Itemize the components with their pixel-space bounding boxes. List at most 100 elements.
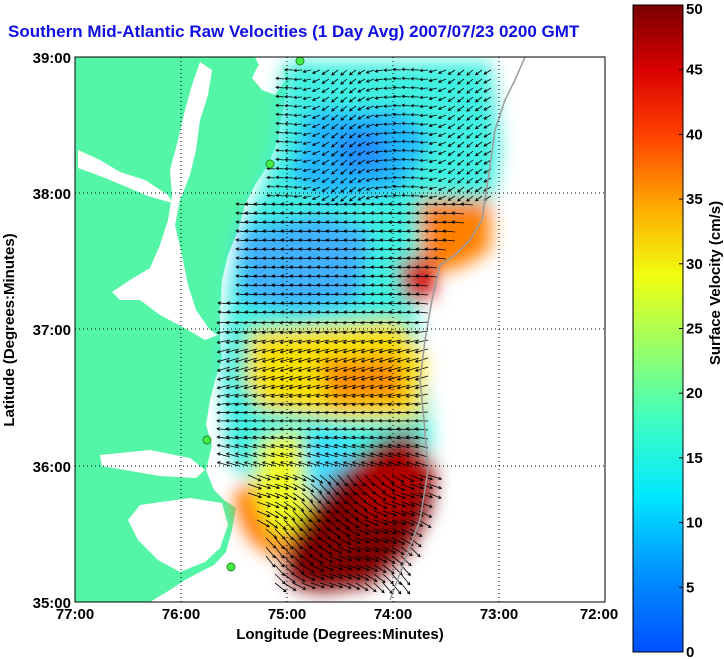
velocity-arrow <box>252 393 267 398</box>
velocity-arrow <box>415 310 429 314</box>
velocity-arrow <box>410 139 420 144</box>
velocity-arrow <box>396 339 411 344</box>
velocity-arrow <box>383 104 393 108</box>
velocity-arrow <box>401 184 411 189</box>
velocity-arrow <box>355 564 370 571</box>
velocity-arrow <box>466 195 474 202</box>
velocity-arrow <box>340 159 348 166</box>
velocity-arrow <box>342 366 357 372</box>
velocity-contour <box>360 440 430 520</box>
velocity-arrow <box>225 375 240 381</box>
velocity-arrow <box>306 348 321 354</box>
velocity-arrow <box>319 501 330 514</box>
velocity-arrow <box>252 410 267 415</box>
velocity-arrow <box>311 150 321 155</box>
velocity-arrow <box>340 87 348 94</box>
velocity-arrow <box>400 519 415 526</box>
velocity-arrow <box>457 159 465 166</box>
velocity-arrow <box>225 384 240 390</box>
velocity-arrow <box>337 483 348 496</box>
velocity-arrow <box>418 519 432 528</box>
velocity-arrow <box>275 193 285 198</box>
velocity-arrow <box>265 546 276 559</box>
velocity-arrow <box>340 105 348 112</box>
velocity-arrow <box>288 393 303 398</box>
velocity-arrow <box>324 443 339 449</box>
velocity-arrow <box>410 94 420 99</box>
velocity-arrow <box>401 112 411 117</box>
velocity-arrow <box>346 573 361 580</box>
velocity-arrow <box>364 582 377 593</box>
velocity-arrow <box>383 140 393 144</box>
velocity-arrow <box>383 176 393 180</box>
velocity-arrow <box>346 555 362 562</box>
velocity-arrow <box>337 582 352 589</box>
velocity-arrow <box>252 375 267 381</box>
velocity-arrow <box>355 510 369 519</box>
velocity-arrow <box>292 546 303 559</box>
velocity-arrow <box>311 105 321 110</box>
velocity-arrow <box>428 96 438 101</box>
velocity-arrow <box>234 375 249 381</box>
velocity-arrow <box>279 366 294 372</box>
velocity-arrow <box>355 573 370 581</box>
velocity-arrow <box>279 357 294 363</box>
velocity-arrow <box>301 474 316 483</box>
velocity-arrow <box>293 95 303 100</box>
velocity-arrow <box>373 519 389 526</box>
velocity-arrow <box>364 555 379 562</box>
velocity-arrow <box>383 68 393 72</box>
velocity-arrow <box>483 150 492 156</box>
velocity-arrow <box>216 461 231 467</box>
velocity-arrow <box>374 105 384 109</box>
velocity-arrow <box>391 474 405 483</box>
velocity-arrow <box>302 186 312 191</box>
velocity-arrow <box>355 483 366 496</box>
velocity-arrow <box>351 443 366 449</box>
velocity-arrow <box>319 510 330 523</box>
velocity-arrow <box>392 166 402 171</box>
velocity-arrow <box>392 157 402 162</box>
velocity-arrow <box>365 150 375 155</box>
velocity-arrow <box>311 114 321 119</box>
velocity-arrow <box>328 582 344 589</box>
velocity-arrow <box>310 528 321 541</box>
velocity-arrow <box>383 77 393 81</box>
velocity-arrow <box>293 77 303 82</box>
velocity-arrow <box>369 393 384 398</box>
velocity-arrow <box>275 148 285 153</box>
velocity-arrow <box>274 501 289 510</box>
velocity-arrow <box>331 132 339 139</box>
velocity-arrow <box>400 510 416 517</box>
velocity-arrow <box>414 320 429 325</box>
velocity-arrow <box>324 339 339 344</box>
velocity-arrow <box>378 384 393 390</box>
velocity-arrow <box>337 564 353 571</box>
velocity-arrow <box>374 159 384 163</box>
velocity-arrow <box>437 150 447 155</box>
velocity-arrow <box>301 582 316 589</box>
velocity-arrow <box>387 443 402 449</box>
velocity-arrow <box>373 564 387 573</box>
velocity-arrow <box>428 69 438 74</box>
velocity-arrow <box>369 452 384 458</box>
velocity-arrow <box>292 564 305 575</box>
velocity-arrow <box>306 461 321 467</box>
velocity-arrow <box>378 339 393 344</box>
velocity-arrow <box>301 555 314 566</box>
velocity-arrow <box>364 546 380 553</box>
velocity-arrow <box>418 474 434 481</box>
velocity-arrow <box>302 96 312 101</box>
velocity-arrow <box>364 474 375 487</box>
x-tick-label: 75:00 <box>268 606 306 623</box>
velocity-arrow <box>324 393 339 398</box>
velocity-arrow <box>437 96 447 101</box>
velocity-arrow <box>346 492 357 505</box>
velocity-arrow <box>333 410 348 415</box>
velocity-arrow <box>340 168 348 175</box>
velocity-arrow <box>373 483 386 494</box>
velocity-arrow <box>225 461 240 467</box>
grid-lines <box>75 57 605 602</box>
velocity-arrow <box>387 461 402 467</box>
velocity-arrow <box>256 519 271 528</box>
